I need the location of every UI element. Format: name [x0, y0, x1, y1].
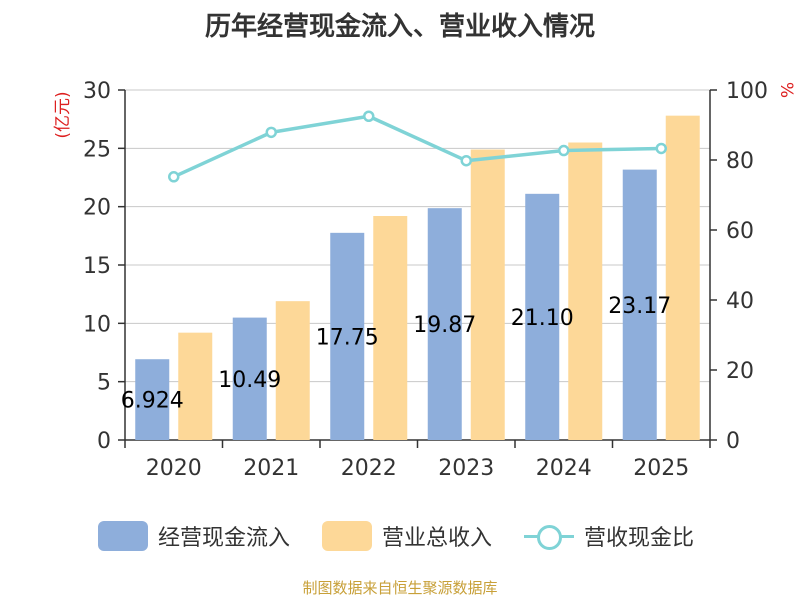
point-ratio: [655, 142, 667, 155]
legend-item-ratio[interactable]: 营收现金比: [524, 516, 694, 556]
chart-legend: 经营现金流入 营业总收入 营收现金比: [0, 516, 800, 556]
right-axis-tick-label: 40: [726, 289, 754, 314]
bar-revenue: [373, 216, 408, 440]
right-axis-tick-label: 100: [726, 79, 768, 104]
legend-item-revenue[interactable]: 营业总收入: [322, 516, 492, 556]
point-ratio: [558, 144, 570, 157]
legend-label-cash-inflow: 经营现金流入: [158, 526, 291, 551]
x-axis-tick-label: 2021: [243, 456, 299, 481]
data-source-footer: 制图数据来自恒生聚源数据库: [302, 579, 498, 597]
left-axis-label: (亿元): [53, 91, 73, 138]
bar-revenue: [568, 142, 603, 440]
point-ratio: [265, 126, 277, 139]
left-axis-tick-label: 0: [97, 429, 111, 454]
x-axis-tick-label: 2025: [633, 456, 689, 481]
bar-cash-inflow: [330, 232, 365, 440]
data-label-cash-inflow: 19.87: [413, 313, 476, 338]
bar-cash-inflow: [622, 169, 657, 440]
line-ratio: [173, 114, 662, 179]
x-axis-tick-label: 2022: [341, 456, 397, 481]
data-label-cash-inflow: 23.17: [608, 294, 671, 319]
right-axis-tick-label: 20: [726, 359, 754, 384]
legend-swatch-cash-inflow: [98, 521, 148, 551]
bar-revenue: [275, 301, 310, 440]
right-axis-tick-label: 80: [726, 149, 754, 174]
x-axis-tick-label: 2024: [536, 456, 592, 481]
right-axis-label: %: [776, 82, 796, 98]
data-label-cash-inflow: 17.75: [316, 325, 379, 350]
bar-revenue: [665, 115, 700, 441]
point-ratio: [363, 110, 375, 122]
left-axis-tick-label: 30: [83, 79, 111, 104]
left-axis-tick-label: 15: [83, 254, 111, 279]
x-axis-tick-label: 2020: [146, 456, 202, 481]
bar-cash-inflow: [427, 208, 462, 440]
point-ratio: [460, 154, 472, 167]
right-axis-tick-label: 60: [726, 219, 754, 244]
legend-swatch-ratio: [524, 521, 574, 551]
bar-revenue: [470, 149, 505, 440]
legend-label-revenue: 营业总收入: [382, 526, 493, 551]
data-label-cash-inflow: 10.49: [218, 368, 281, 393]
left-axis-tick-label: 5: [97, 371, 111, 396]
legend-label-ratio: 营收现金比: [584, 526, 695, 551]
bar-cash-inflow: [135, 359, 170, 440]
left-axis-tick-label: 10: [83, 312, 111, 337]
right-axis-tick-label: 0: [726, 429, 740, 454]
data-label-cash-inflow: 21.10: [511, 306, 574, 331]
legend-swatch-revenue: [322, 521, 372, 551]
x-axis-tick-label: 2023: [438, 456, 494, 481]
data-label-cash-inflow: 6.924: [121, 389, 184, 414]
left-axis-tick-label: 25: [83, 137, 111, 162]
bar-revenue: [178, 332, 213, 440]
left-axis-tick-label: 20: [83, 196, 111, 221]
bar-cash-inflow: [232, 317, 267, 440]
chart-title: 历年经营现金流入、营业收入情况: [204, 12, 595, 42]
bar-cash-inflow: [525, 193, 560, 440]
point-ratio: [168, 171, 180, 183]
legend-item-cash-inflow[interactable]: 经营现金流入: [98, 516, 290, 556]
